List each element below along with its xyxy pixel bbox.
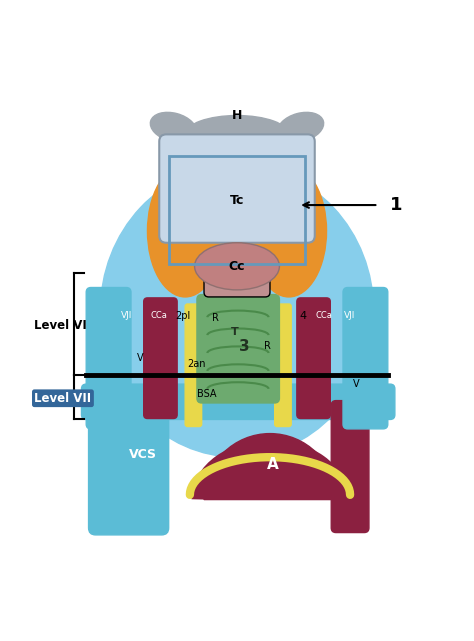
FancyBboxPatch shape <box>343 288 388 429</box>
FancyBboxPatch shape <box>86 288 131 429</box>
Text: H: H <box>232 109 242 122</box>
FancyBboxPatch shape <box>197 295 279 403</box>
Text: Cc: Cc <box>229 260 245 273</box>
Ellipse shape <box>100 165 374 457</box>
Ellipse shape <box>195 243 279 290</box>
FancyBboxPatch shape <box>275 304 291 426</box>
FancyBboxPatch shape <box>331 401 369 533</box>
Ellipse shape <box>278 112 324 142</box>
Text: VCS: VCS <box>129 448 157 462</box>
Text: R: R <box>264 342 271 351</box>
FancyBboxPatch shape <box>82 384 395 419</box>
Text: 2pl: 2pl <box>175 311 191 320</box>
Ellipse shape <box>251 165 327 297</box>
FancyBboxPatch shape <box>185 304 201 426</box>
FancyBboxPatch shape <box>297 298 330 419</box>
FancyBboxPatch shape <box>89 398 169 535</box>
Text: 4: 4 <box>300 311 307 320</box>
Text: Level VII: Level VII <box>35 392 91 404</box>
Text: Tc: Tc <box>230 194 244 207</box>
Text: CCa: CCa <box>151 312 168 320</box>
Ellipse shape <box>150 112 196 142</box>
Text: CCa: CCa <box>316 312 333 320</box>
FancyBboxPatch shape <box>204 254 270 297</box>
Text: Level VI: Level VI <box>35 319 87 331</box>
Wedge shape <box>204 433 336 499</box>
Text: VJI: VJI <box>120 312 132 320</box>
FancyBboxPatch shape <box>159 135 315 243</box>
Text: R: R <box>212 313 219 323</box>
FancyBboxPatch shape <box>144 298 177 419</box>
Text: V: V <box>353 379 360 389</box>
Ellipse shape <box>209 247 265 281</box>
Text: VJI: VJI <box>344 312 355 320</box>
Ellipse shape <box>147 165 223 297</box>
Text: BSA: BSA <box>197 388 216 399</box>
Ellipse shape <box>185 115 289 153</box>
Text: T: T <box>231 328 238 337</box>
Text: 3: 3 <box>239 339 249 354</box>
Text: V: V <box>137 353 144 363</box>
Text: A: A <box>266 457 278 472</box>
Text: 2an: 2an <box>188 359 206 369</box>
Text: 1: 1 <box>390 196 402 214</box>
